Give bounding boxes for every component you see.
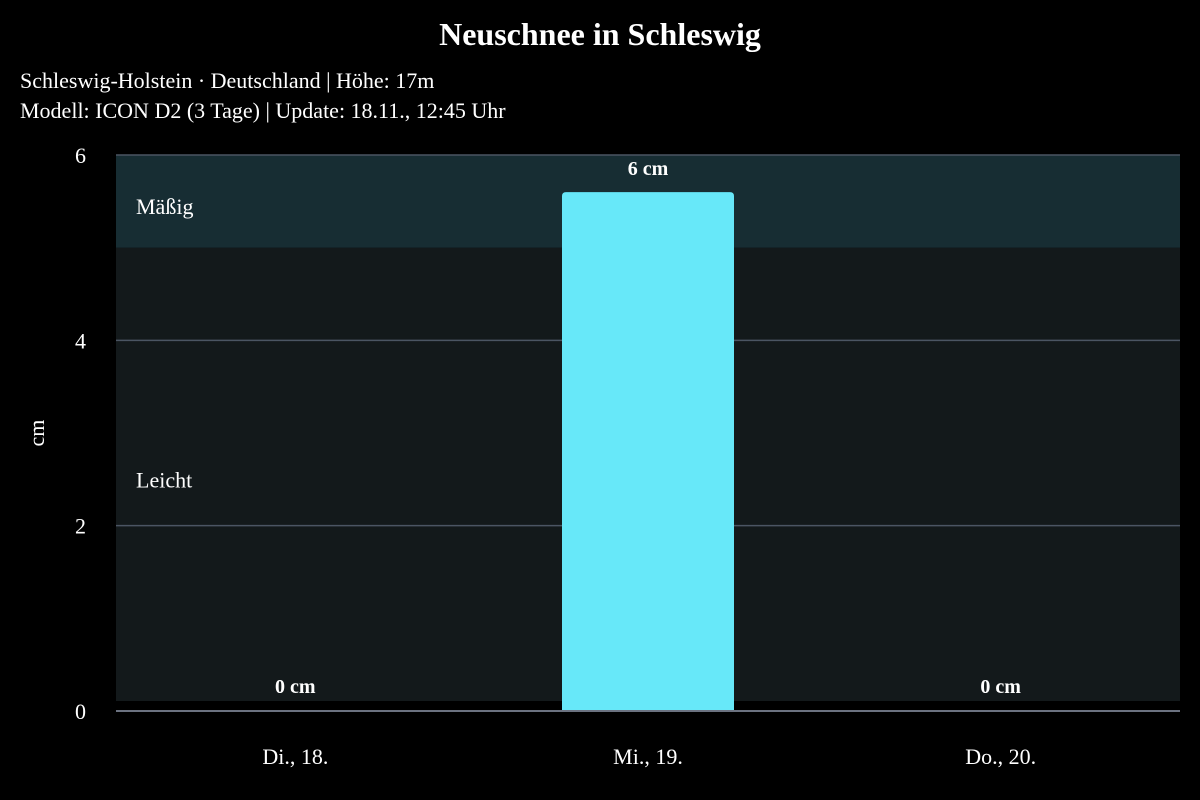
y-axis-label: cm xyxy=(24,420,49,447)
y-tick-label: 2 xyxy=(75,514,86,539)
y-tick-label: 0 xyxy=(75,699,86,724)
data-label: 0 cm xyxy=(980,676,1021,698)
y-tick-label: 4 xyxy=(75,328,86,353)
chart-subtitle-model: Modell: ICON D2 (3 Tage) | Update: 18.11… xyxy=(20,98,506,123)
band-label: Mäßig xyxy=(136,194,193,219)
band-label: Leicht xyxy=(136,468,192,493)
y-tick-label: 6 xyxy=(75,143,86,168)
x-tick-label: Mi., 19. xyxy=(613,744,683,769)
data-label: 6 cm xyxy=(628,158,669,180)
bar-1 xyxy=(562,192,734,712)
chart-subtitle-location: Schleswig-Holstein · Deutschland | Höhe:… xyxy=(20,68,435,93)
x-tick-label: Do., 20. xyxy=(965,744,1036,769)
x-tick-label: Di., 18. xyxy=(262,744,328,769)
chart-title: Neuschnee in Schleswig xyxy=(439,16,761,52)
data-label: 0 cm xyxy=(275,676,316,698)
